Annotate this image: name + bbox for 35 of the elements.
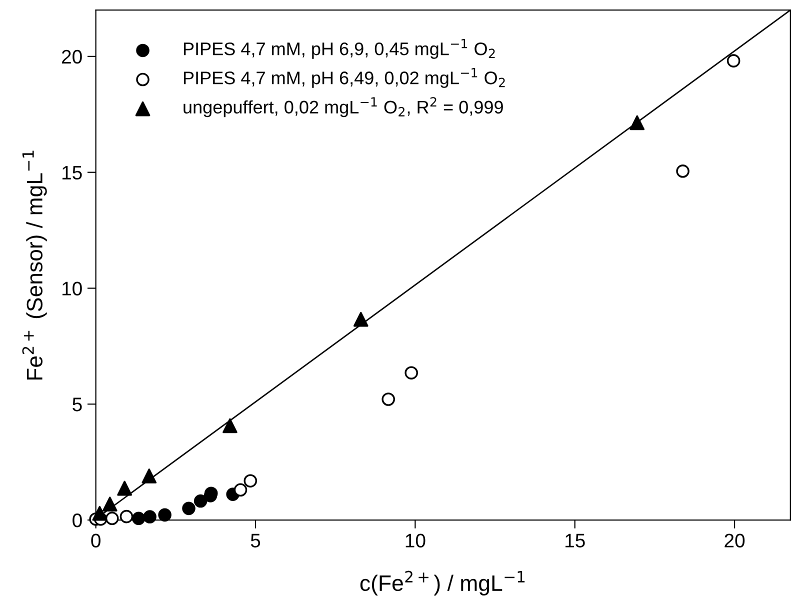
point [244,474,258,488]
x-tick-label: 5 [250,534,260,548]
point [105,512,119,526]
y-tick-label: 15 [62,166,82,180]
y-tick-label: 0 [72,513,82,528]
legend-label: PIPES 4,7 mM, pH 6,49, 0,02 mgL$^{−1}$ O$_{2}$ [184,68,505,88]
point [676,164,690,178]
point [234,483,248,497]
point [102,496,118,512]
y-tick-label: 10 [62,282,82,296]
point [142,468,157,484]
point [92,506,108,521]
legend-label: ungepuffert, 0,02 mgL$^{−1}$ O$_{2}$, R$^{2}$ = 0,999 [184,97,503,118]
point [353,312,368,327]
x-tick-label: 10 [406,534,426,548]
point [182,502,196,516]
y-tick-label: 5 [72,398,82,412]
point [143,510,156,524]
y-tick-label: 20 [62,50,82,64]
point [194,494,208,508]
point [222,418,238,434]
x-tick-label: 20 [724,534,745,548]
y-axis-title: Fe$^{2+}$ (Sensor) / mgL$^{−1}$ [22,150,47,380]
point [117,480,132,496]
point [120,510,134,524]
x-axis-title: c(Fe$^{2+}$) / mgL$^{−1}$ [360,570,525,596]
point [132,512,146,526]
legend-label: PIPES 4,7 mM, pH 6,9, 0,45 mgL$^{−1}$ O$_{2}$ [184,38,495,59]
x-tick-label: 15 [566,534,585,548]
x-tick-label: 0 [91,534,100,548]
point [404,366,418,380]
point [726,54,740,68]
point [158,508,172,522]
point [382,392,395,406]
point [630,115,645,130]
